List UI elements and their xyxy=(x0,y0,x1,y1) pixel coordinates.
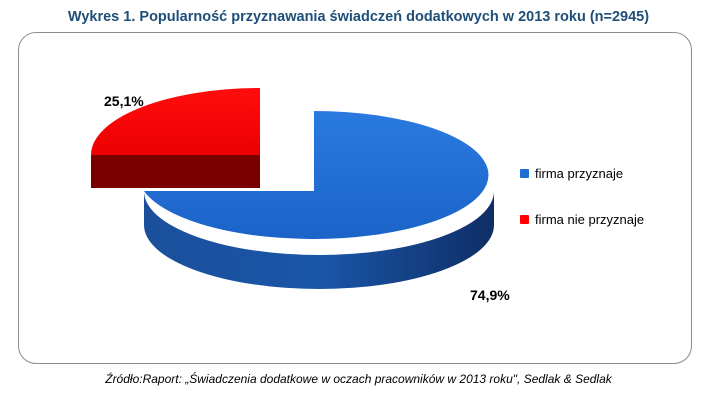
pie-slice-firma-nie-przyznaje xyxy=(91,88,260,155)
legend-swatch-blue xyxy=(520,168,529,178)
data-label-firma-przyznaje: 74,9% xyxy=(470,287,510,303)
legend-label: firma przyznaje xyxy=(535,165,624,181)
pie-slice-firma-przyznaje xyxy=(144,111,489,239)
source-note: Źródło:Raport: „Świadczenia dodatkowe w … xyxy=(105,372,612,386)
legend-item-firma-nie-przyznaje: firma nie przyznaje xyxy=(520,210,644,228)
data-label-firma-nie-przyznaje: 25,1% xyxy=(104,93,144,109)
legend-item-firma-przyznaje: firma przyznaje xyxy=(520,164,644,182)
chart-title: Wykres 1. Popularność przyznawania świad… xyxy=(67,9,650,25)
pie-slice-firma-nie-przyznaje-side xyxy=(91,155,260,188)
pie-slice-firma-przyznaje-side xyxy=(144,191,494,289)
legend: firma przyznaje firma nie przyznaje xyxy=(520,164,644,256)
legend-swatch-red xyxy=(520,214,529,224)
legend-label: firma nie przyznaje xyxy=(535,211,645,227)
